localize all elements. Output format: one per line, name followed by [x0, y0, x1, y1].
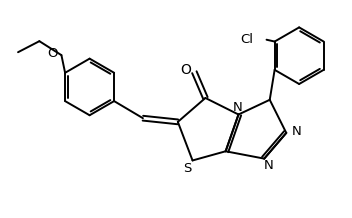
Text: N: N [264, 160, 274, 172]
Text: S: S [183, 162, 191, 175]
Text: N: N [233, 101, 243, 114]
Text: O: O [47, 47, 57, 60]
Text: N: N [292, 124, 301, 138]
Text: Cl: Cl [241, 33, 254, 46]
Text: O: O [180, 63, 191, 77]
